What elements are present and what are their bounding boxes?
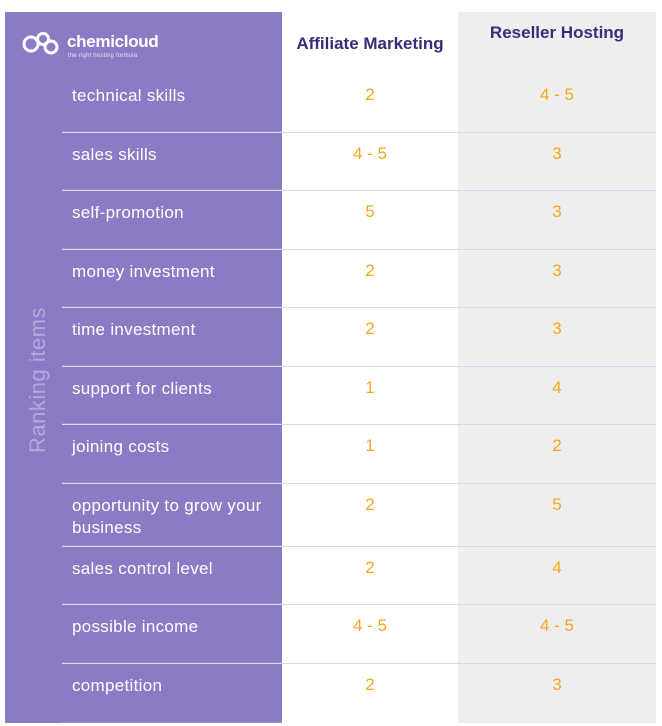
ranking-item-label: time investment	[62, 308, 282, 366]
ranking-item-label: money investment	[62, 250, 282, 307]
affiliate-score: 5	[282, 191, 458, 249]
reseller-score: 3	[458, 664, 656, 723]
reseller-score: 3	[458, 250, 656, 307]
reseller-score: 3	[458, 133, 656, 190]
affiliate-score: 2	[282, 547, 458, 604]
affiliate-score: 2	[282, 484, 458, 546]
ranking-item-label: opportunity to grow your business	[62, 484, 282, 546]
table-row: time investment 2 3	[62, 308, 656, 367]
affiliate-score: 2	[282, 308, 458, 366]
brand-tagline: the right hosting formula	[68, 53, 138, 59]
column-header-affiliate: Affiliate Marketing	[282, 12, 458, 74]
table-row: joining costs 1 2	[62, 425, 656, 484]
reseller-score: 4 - 5	[458, 74, 656, 132]
ranking-items-band	[5, 74, 62, 723]
reseller-score: 4	[458, 547, 656, 604]
ranking-items-label: Ranking items	[25, 307, 50, 453]
affiliate-score: 1	[282, 367, 458, 424]
reseller-score: 4 - 5	[458, 605, 656, 663]
ranking-item-label: self-promotion	[62, 191, 282, 249]
table-row: technical skills 2 4 - 5	[62, 74, 656, 133]
brand-name: chemicloud	[67, 32, 159, 51]
affiliate-score: 2	[282, 664, 458, 723]
brand-header-cell: chemicloud the right hosting formula	[5, 12, 282, 74]
ranking-item-label: support for clients	[62, 367, 282, 424]
affiliate-score: 2	[282, 74, 458, 132]
reseller-score: 4	[458, 367, 656, 424]
table-row: opportunity to grow your business 2 5	[62, 484, 656, 547]
ranking-item-label: joining costs	[62, 425, 282, 483]
ranking-item-label: technical skills	[62, 74, 282, 132]
affiliate-score: 2	[282, 250, 458, 307]
affiliate-score: 4 - 5	[282, 605, 458, 663]
ranking-item-label: sales control level	[62, 547, 282, 604]
reseller-score: 3	[458, 308, 656, 366]
column-header-reseller: Reseller Hosting	[458, 12, 656, 74]
table-row: self-promotion 5 3	[62, 191, 656, 250]
chemicloud-logo-icon	[22, 32, 59, 55]
table-row: sales control level 2 4	[62, 547, 656, 605]
ranking-item-label: competition	[62, 664, 282, 723]
affiliate-score: 1	[282, 425, 458, 483]
table-row: support for clients 1 4	[62, 367, 656, 425]
reseller-score: 2	[458, 425, 656, 483]
table-row: competition 2 3	[62, 664, 656, 723]
table-row: money investment 2 3	[62, 250, 656, 308]
reseller-score: 5	[458, 484, 656, 546]
affiliate-score: 4 - 5	[282, 133, 458, 190]
reseller-score: 3	[458, 191, 656, 249]
ranking-item-label: sales skills	[62, 133, 282, 190]
ranking-item-label: possible income	[62, 605, 282, 663]
